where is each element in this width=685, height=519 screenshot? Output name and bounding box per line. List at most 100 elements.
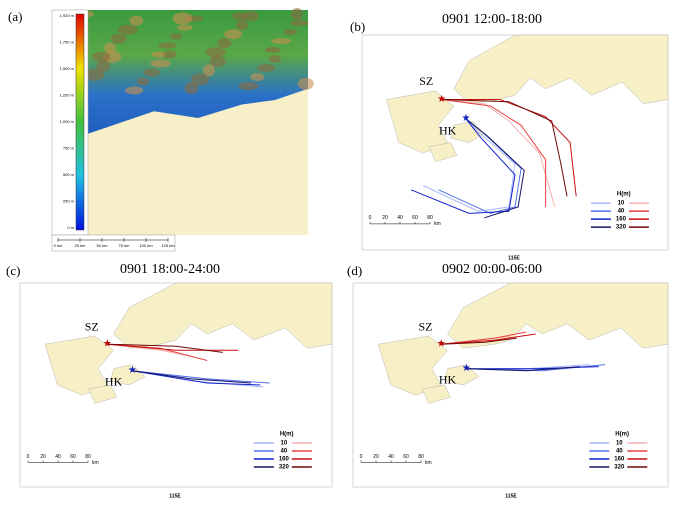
colorbar-label: 250 m: [63, 199, 75, 204]
coast-north: [447, 282, 669, 349]
scale-label: 60: [403, 454, 409, 460]
island-hk: [110, 364, 146, 386]
mountain: [224, 29, 243, 40]
legend-label: 160: [616, 217, 627, 223]
colorbar-label: 1,920 m: [60, 13, 75, 18]
mountain: [184, 82, 199, 95]
panel-label: (b): [350, 19, 365, 34]
longitude-label: 115E: [169, 493, 181, 499]
mountain: [257, 64, 276, 72]
colorbar-label: 1,500 m: [60, 66, 75, 71]
colorbar-label: 750 m: [63, 146, 75, 151]
mountain: [236, 20, 248, 31]
hk-trajectory: [465, 118, 525, 219]
colorbar-label: 0 m: [67, 225, 74, 230]
legend-label: 320: [279, 465, 290, 471]
legend-label: 40: [280, 449, 287, 455]
hk-trajectory: [132, 370, 251, 384]
hk-marker: ★: [462, 113, 471, 124]
hk-trajectory: [466, 366, 599, 370]
panel-label: (d): [347, 263, 362, 278]
scale-label: 75 km: [119, 243, 131, 248]
scale-label: 0: [369, 215, 372, 221]
site-label: HK: [439, 373, 457, 387]
mountain: [271, 38, 292, 44]
hk-marker: ★: [128, 365, 137, 376]
sz-trajectory: [441, 331, 527, 345]
mountain: [158, 42, 177, 49]
legend-label: 10: [616, 441, 623, 447]
mountain: [231, 12, 248, 21]
sz-trajectory: [441, 99, 568, 197]
mountain: [170, 33, 182, 40]
scale-label: 0 km: [54, 243, 63, 248]
colorbar-label: 1,750 m: [60, 40, 75, 45]
mountain: [104, 42, 116, 53]
scale-label: 20: [382, 215, 388, 221]
legend-label: 10: [618, 201, 625, 207]
scale-label: 40: [397, 215, 403, 221]
hk-marker: ★: [462, 363, 471, 374]
legend-label: 40: [616, 449, 623, 455]
mountain: [290, 20, 309, 26]
panel-label: (a): [8, 9, 22, 24]
legend-label: 160: [279, 457, 290, 463]
mountain: [264, 47, 281, 53]
scale-label: 20: [40, 454, 46, 460]
panel-label: (c): [6, 263, 20, 278]
site-label: HK: [439, 124, 457, 138]
sz-marker: ★: [437, 94, 446, 105]
panel-title: 0901 12:00-18:00: [442, 12, 542, 27]
legend-label: 40: [618, 209, 625, 215]
longitude-label: 115E: [505, 493, 517, 499]
island-hk: [444, 364, 480, 386]
site-label: SZ: [85, 320, 99, 334]
island-lantau: [422, 384, 451, 404]
mountain: [205, 47, 226, 58]
coast-west: [386, 90, 455, 154]
scale-label: 80: [418, 454, 424, 460]
colorbar-label: 500 m: [63, 172, 75, 177]
scale-label: 60: [70, 454, 76, 460]
hk-trajectory: [410, 118, 516, 214]
scale-label: 40: [388, 454, 394, 460]
longitude-label: 115E: [508, 255, 520, 261]
legend-title: H(m): [280, 432, 294, 438]
mountain: [283, 29, 298, 35]
coast-north: [453, 34, 669, 105]
mountain: [110, 33, 127, 44]
scale-label: 20: [373, 454, 379, 460]
panel-title: 0902 00:00-06:00: [442, 262, 542, 277]
mountain: [238, 82, 259, 90]
sz-trajectory: [441, 99, 577, 197]
sz-marker: ★: [103, 338, 112, 349]
mountain: [172, 12, 193, 25]
mountain: [129, 15, 144, 26]
scale-label: 60: [412, 215, 418, 221]
colorbar: [75, 13, 85, 231]
site-label: SZ: [419, 74, 433, 88]
scale-label: 100 km: [139, 243, 153, 248]
mountain: [191, 73, 210, 86]
panel-title: 0901 18:00-24:00: [120, 262, 220, 277]
scale-label: km: [92, 460, 99, 466]
mountain: [143, 68, 160, 77]
hk-trajectory: [422, 118, 516, 212]
sz-trajectory: [441, 99, 556, 208]
legend-label: 320: [614, 465, 625, 471]
coast-west: [377, 335, 448, 396]
legend-label: 320: [616, 225, 627, 231]
mountain: [150, 59, 171, 68]
mountain: [151, 51, 166, 58]
scale-label: 40: [55, 454, 61, 460]
mountain: [297, 77, 314, 90]
lowland-west: [88, 122, 176, 224]
scale-box: [51, 234, 176, 252]
colorbar-label: 1,250 m: [60, 93, 75, 98]
mountain: [242, 11, 259, 22]
sz-marker: ★: [437, 338, 446, 349]
sz-trajectory: [441, 99, 547, 207]
site-label: HK: [105, 375, 123, 389]
mountain: [162, 50, 177, 59]
